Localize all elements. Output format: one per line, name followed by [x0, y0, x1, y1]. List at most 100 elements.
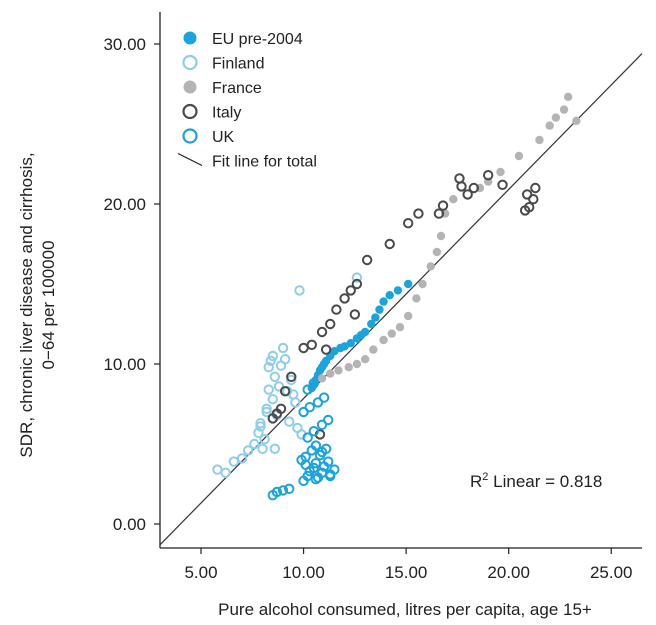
legend-marker-eu-pre-2004 — [183, 31, 197, 45]
point-finland — [253, 427, 264, 438]
point-finland — [257, 443, 268, 454]
point-finland — [294, 285, 305, 296]
point-italy — [530, 182, 541, 194]
legend-label-fit-line: Fit line for total — [212, 154, 317, 171]
point-eu-pre-2004 — [352, 334, 362, 343]
point-france — [449, 195, 458, 204]
point-italy — [437, 200, 449, 211]
point-uk — [304, 402, 315, 413]
y-axis-title: SDR, chronic liver disease and cirrhosis… — [17, 152, 58, 457]
point-finland — [267, 394, 279, 405]
y-axis-title-line: 0−64 per 100000 — [39, 240, 58, 369]
x-tick-label: 15.00 — [385, 563, 428, 582]
point-finland — [277, 342, 289, 354]
point-france — [403, 311, 413, 321]
point-italy — [468, 182, 480, 194]
legend-label-finland: Finland — [212, 56, 264, 73]
point-france — [432, 247, 442, 257]
y-tick-label: 20.00 — [103, 195, 146, 214]
point-finland — [279, 354, 291, 365]
point-finland — [242, 445, 254, 456]
point-eu-pre-2004 — [385, 291, 394, 300]
x-tick-label: 5.00 — [184, 563, 217, 582]
point-eu-pre-2004 — [393, 286, 403, 295]
r-squared-sup: 2 — [482, 471, 488, 483]
point-uk — [284, 483, 295, 494]
point-italy — [345, 285, 356, 296]
y-tick-label: 10.00 — [103, 355, 146, 374]
point-finland — [269, 371, 281, 382]
point-italy — [349, 309, 361, 320]
legend-marker-uk — [182, 128, 198, 144]
point-uk — [271, 486, 283, 498]
point-eu-pre-2004 — [371, 313, 380, 322]
y-axis-title-line: SDR, chronic liver disease and cirrhosis… — [17, 152, 36, 457]
point-france — [412, 294, 421, 303]
legend-marker-finland — [182, 54, 198, 71]
point-italy — [325, 318, 336, 330]
point-uk — [310, 474, 322, 485]
y-tick-label: 30.00 — [103, 35, 146, 54]
point-finland — [269, 443, 281, 454]
point-france — [352, 359, 362, 369]
point-finland — [286, 374, 297, 386]
point-finland — [228, 456, 240, 467]
point-france — [545, 121, 554, 130]
point-france — [551, 113, 561, 122]
legend-marker-france — [183, 80, 197, 94]
point-italy — [339, 293, 350, 304]
point-finland — [267, 350, 279, 362]
point-uk — [322, 456, 334, 467]
point-finland — [212, 464, 223, 475]
point-italy — [413, 208, 424, 219]
point-eu-pre-2004 — [403, 279, 413, 289]
point-italy — [361, 254, 373, 266]
r-squared-annotation: R2 Linear = 0.818 — [470, 471, 602, 491]
point-finland — [284, 416, 295, 427]
point-uk — [308, 426, 320, 437]
x-axis-title: Pure alcohol consumed, litres per capita… — [218, 600, 592, 619]
point-uk — [325, 470, 336, 482]
point-finland — [261, 403, 272, 414]
point-eu-pre-2004 — [367, 319, 376, 329]
point-italy — [521, 189, 533, 200]
point-finland — [259, 434, 270, 445]
data-points — [212, 92, 581, 501]
point-finland — [263, 362, 274, 373]
legend-label-france: France — [212, 80, 262, 97]
x-tick-label: 20.00 — [487, 563, 530, 582]
point-italy — [286, 371, 297, 382]
point-france — [572, 116, 581, 126]
point-eu-pre-2004 — [379, 297, 388, 306]
point-finland — [290, 397, 301, 408]
point-uk — [277, 485, 289, 496]
point-france — [379, 335, 388, 345]
point-italy — [497, 179, 508, 191]
point-finland — [265, 355, 276, 366]
legend-label-eu-pre-2004: EU pre-2004 — [212, 31, 303, 48]
legend-marker-italy — [182, 103, 198, 120]
point-uk — [316, 446, 328, 458]
point-finland — [255, 418, 266, 429]
point-france — [496, 167, 505, 177]
point-france — [344, 363, 353, 372]
point-france — [559, 105, 569, 114]
point-italy — [454, 173, 465, 184]
point-france — [436, 231, 446, 241]
point-france — [426, 262, 435, 271]
point-france — [334, 366, 343, 375]
point-italy — [433, 208, 445, 219]
point-italy — [267, 413, 279, 424]
point-italy — [306, 339, 317, 350]
legend-label-uk: UK — [212, 129, 235, 146]
point-uk — [322, 414, 334, 426]
point-france — [514, 151, 524, 161]
x-tick-label: 10.00 — [282, 563, 325, 582]
point-eu-pre-2004 — [375, 305, 384, 314]
point-italy — [298, 342, 309, 354]
r-squared-value: Linear = 0.818 — [488, 472, 602, 491]
axes — [159, 12, 642, 549]
point-italy — [320, 344, 332, 355]
point-uk — [308, 378, 320, 389]
ticks: 5.00 10.00 15.00 20.00 25.00 0.00 10.00 20.00 30… — [103, 35, 632, 582]
